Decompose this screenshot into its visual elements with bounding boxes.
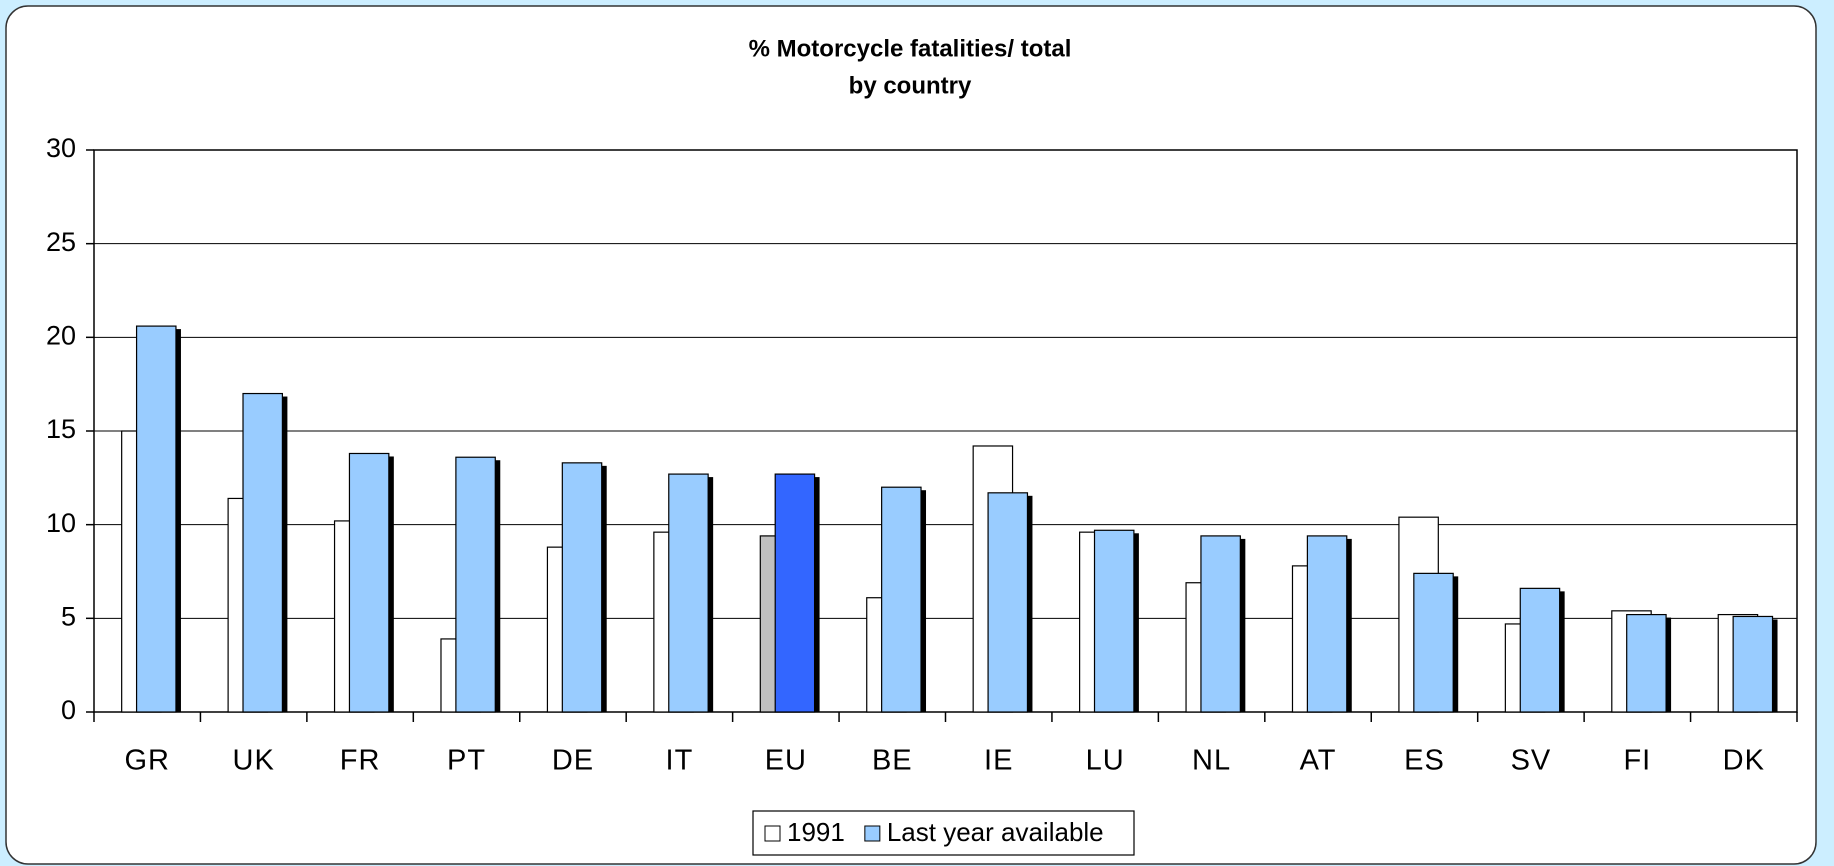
bar — [1626, 613, 1667, 713]
bar — [668, 473, 709, 713]
bar — [774, 473, 816, 713]
bar — [1306, 535, 1348, 713]
chart-subtitle: by country — [849, 72, 972, 99]
x-tick-label: EU — [765, 745, 807, 777]
x-tick-label: IE — [984, 745, 1013, 777]
x-tick-label: DE — [552, 745, 594, 777]
x-tick-label: FR — [340, 745, 381, 777]
bar — [1093, 529, 1135, 713]
y-tick-label: 30 — [46, 133, 76, 163]
legend-swatch — [864, 825, 881, 842]
x-tick-label: ES — [1404, 745, 1445, 777]
x-tick-label: IT — [666, 745, 694, 777]
x-tick-label: SV — [1511, 745, 1552, 777]
x-tick-label: UK — [233, 745, 275, 777]
y-tick-label: 20 — [46, 320, 76, 350]
legend-label: 1991 — [787, 817, 845, 847]
x-tick-label: FI — [1623, 745, 1651, 777]
y-tick-label: 15 — [46, 414, 76, 444]
bar — [135, 325, 177, 713]
y-tick-label: 25 — [46, 227, 76, 257]
y-tick-label: 5 — [61, 601, 76, 631]
bar — [1519, 587, 1561, 713]
chart-title: % Motorcycle fatalities/ total — [749, 35, 1072, 62]
bar — [455, 456, 496, 713]
legend-label: Last year available — [887, 817, 1104, 847]
y-tick-label: 0 — [61, 695, 76, 725]
x-tick-label: PT — [447, 745, 486, 777]
legend-swatch — [764, 825, 781, 842]
bar — [881, 486, 922, 713]
bar — [987, 492, 1029, 713]
bar — [1413, 572, 1454, 713]
bar — [1732, 615, 1774, 713]
x-tick-label: LU — [1086, 745, 1125, 777]
x-tick-label: NL — [1192, 745, 1231, 777]
bar — [348, 452, 390, 713]
bar — [561, 462, 603, 713]
legend-box — [752, 810, 1135, 856]
x-tick-label: AT — [1300, 745, 1337, 777]
x-tick-label: BE — [872, 745, 913, 777]
x-tick-label: DK — [1723, 745, 1765, 777]
y-tick-label: 10 — [46, 508, 76, 538]
bar — [1200, 535, 1241, 713]
x-tick-label: GR — [124, 745, 170, 777]
bar — [242, 392, 283, 713]
